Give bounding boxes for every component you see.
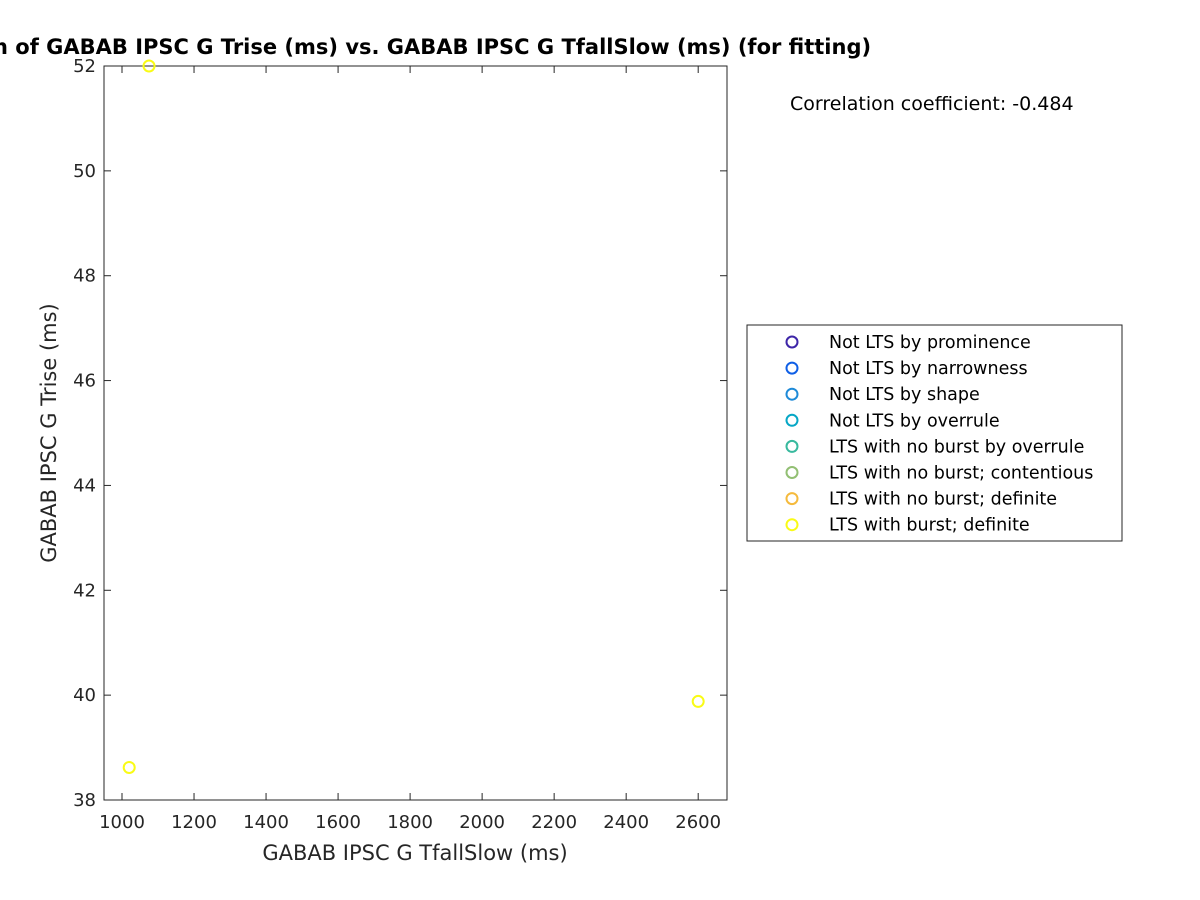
- data-point: [142, 59, 156, 73]
- plot-frame: [103, 65, 728, 801]
- legend-box: [746, 324, 1123, 542]
- ticks: 1000 1200 1400 1600 1800 2000 2200 2400 2600 38 40…: [73, 56, 727, 833]
- x-tick-label: 1600: [315, 812, 361, 833]
- x-tick-label: 1200: [171, 812, 217, 833]
- x-tick-label: 1000: [99, 812, 145, 833]
- x-axis-label: GABAB IPSC G TfallSlow (ms): [262, 841, 567, 865]
- x-tick-label: 2200: [531, 812, 577, 833]
- legend-marker: [785, 335, 799, 349]
- axes: [103, 65, 728, 801]
- y-tick-label: 48: [73, 266, 96, 287]
- legend: Not LTS by prominence Not LTS by narrowne…: [746, 324, 1123, 542]
- legend-marker: [785, 361, 799, 375]
- legend-marker: [785, 492, 799, 506]
- x-tick-label: 2600: [675, 812, 721, 833]
- data-point: [122, 760, 136, 774]
- legend-entry: LTS with no burst; contentious: [829, 464, 1093, 484]
- data-points: [122, 59, 705, 774]
- y-tick-label: 44: [73, 475, 96, 496]
- y-tick-label: 40: [73, 685, 96, 706]
- legend-entry: LTS with no burst by overrule: [829, 437, 1084, 457]
- legend-marker: [785, 387, 799, 401]
- legend-entry: LTS with no burst; definite: [829, 490, 1057, 510]
- data-point: [691, 694, 705, 708]
- x-tick-label: 1800: [387, 812, 433, 833]
- legend-entry: Not LTS by prominence: [829, 333, 1031, 353]
- legend-entry: Not LTS by overrule: [829, 411, 1000, 431]
- y-tick-label: 46: [73, 371, 96, 392]
- y-tick-label: 50: [73, 161, 96, 182]
- legend-entry: LTS with burst; definite: [829, 516, 1030, 536]
- legend-marker: [785, 518, 799, 532]
- x-tick-label: 1400: [243, 812, 289, 833]
- x-tick-label: 2400: [603, 812, 649, 833]
- legend-marker: [785, 466, 799, 479]
- y-axis-label: GABAB IPSC G Trise (ms): [37, 303, 61, 563]
- legend-marker: [785, 413, 799, 427]
- legend-marker: [785, 439, 799, 453]
- chart-title: n of GABAB IPSC G Trise (ms) vs. GABAB I…: [0, 35, 871, 59]
- y-tick-label: 52: [73, 56, 96, 77]
- y-tick-label: 38: [73, 790, 96, 811]
- y-tick-label: 42: [73, 580, 96, 601]
- correlation-annotation: Correlation coefficient: -0.484: [790, 93, 1074, 115]
- legend-entry: Not LTS by shape: [829, 385, 980, 405]
- x-tick-label: 2000: [459, 812, 505, 833]
- legend-entry: Not LTS by narrowness: [829, 359, 1028, 379]
